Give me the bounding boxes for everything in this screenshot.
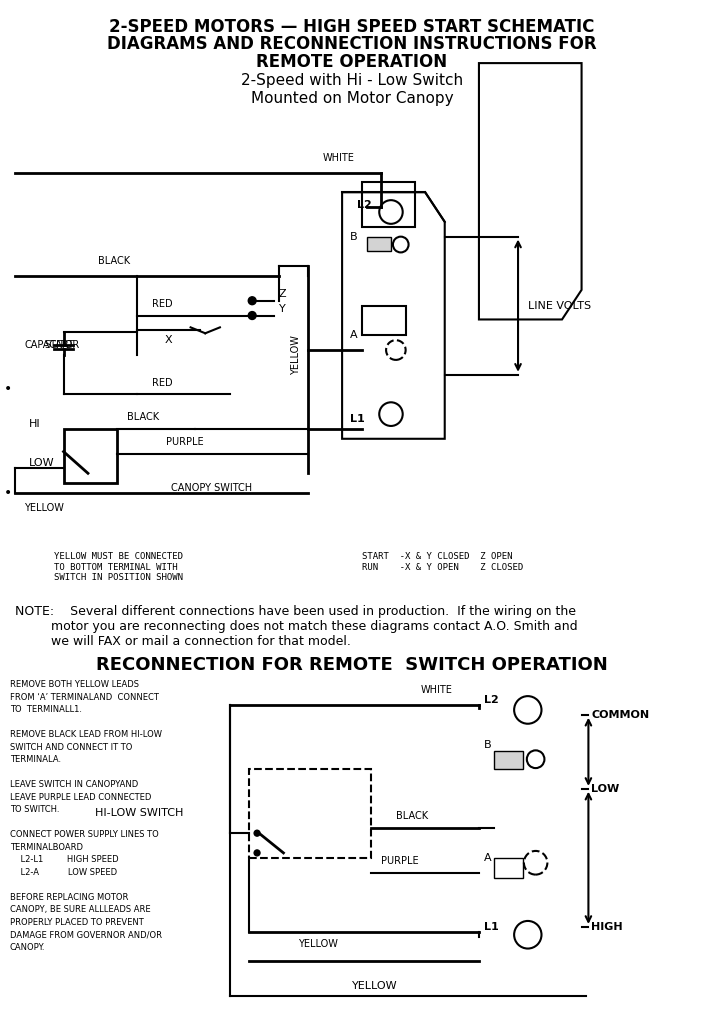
Text: WHITE: WHITE	[323, 153, 354, 163]
Text: BLACK: BLACK	[98, 256, 130, 266]
Text: L2: L2	[484, 695, 498, 706]
Text: HIGH: HIGH	[591, 922, 623, 932]
Text: NOTE:    Several different connections have been used in production.  If the wir: NOTE: Several different connections have…	[14, 605, 577, 648]
Text: L2: L2	[357, 200, 372, 210]
Text: RECONNECTION FOR REMOTE  SWITCH OPERATION: RECONNECTION FOR REMOTE SWITCH OPERATION	[96, 655, 608, 674]
Text: BLACK: BLACK	[127, 412, 159, 422]
Text: L1: L1	[484, 922, 498, 932]
Circle shape	[254, 830, 260, 837]
Text: RED: RED	[151, 299, 172, 308]
Text: 2-SPEED MOTORS — HIGH SPEED START SCHEMATIC: 2-SPEED MOTORS — HIGH SPEED START SCHEMA…	[109, 17, 595, 36]
Text: 2-Speed with Hi - Low Switch: 2-Speed with Hi - Low Switch	[240, 73, 463, 88]
Text: L1: L1	[350, 414, 364, 424]
Text: A: A	[350, 331, 358, 340]
Text: A: A	[484, 853, 492, 863]
Text: CANOPY SWITCH: CANOPY SWITCH	[171, 483, 252, 494]
Text: YELLOW: YELLOW	[298, 939, 338, 948]
Text: YELLOW: YELLOW	[352, 981, 397, 991]
Text: PURPLE: PURPLE	[381, 856, 419, 865]
Text: •: •	[4, 383, 12, 396]
Bar	[494, 752, 523, 769]
Text: LINE VOLTS: LINE VOLTS	[528, 301, 591, 310]
Circle shape	[248, 311, 256, 319]
Text: HI: HI	[30, 419, 41, 429]
Text: REMOTE OPERATION: REMOTE OPERATION	[256, 53, 447, 72]
Text: LOW: LOW	[591, 783, 620, 794]
Text: START  -X & Y CLOSED  Z OPEN
RUN    -X & Y OPEN    Z CLOSED: START -X & Y CLOSED Z OPEN RUN -X & Y OP…	[361, 552, 523, 571]
Text: BLACK: BLACK	[396, 811, 428, 821]
Text: DIAGRAMS AND RECONNECTION INSTRUCTIONS FOR: DIAGRAMS AND RECONNECTION INSTRUCTIONS F…	[107, 36, 597, 53]
Text: COMMON: COMMON	[591, 710, 649, 720]
Text: YELLOW MUST BE CONNECTED
TO BOTTOM TERMINAL WITH
SWITCH IN POSITION SHOWN: YELLOW MUST BE CONNECTED TO BOTTOM TERMI…	[54, 552, 183, 582]
Text: YELLOW: YELLOW	[291, 335, 301, 375]
Bar	[494, 858, 523, 878]
Text: CAPACITOR: CAPACITOR	[24, 340, 80, 350]
Bar	[366, 237, 391, 252]
Bar	[63, 429, 117, 483]
Text: Z: Z	[279, 289, 286, 299]
Text: •: •	[4, 486, 12, 500]
Text: HI-LOW SWITCH: HI-LOW SWITCH	[95, 809, 184, 818]
Bar	[249, 769, 372, 858]
Text: Y: Y	[279, 304, 285, 313]
Bar	[361, 306, 405, 335]
Text: WHITE: WHITE	[420, 685, 452, 695]
Text: X: X	[164, 335, 172, 345]
Text: LOW: LOW	[30, 459, 55, 468]
Text: YELLOW: YELLOW	[24, 503, 64, 513]
Text: PURPLE: PURPLE	[166, 436, 204, 446]
Bar	[361, 182, 415, 226]
Text: RED: RED	[151, 378, 172, 387]
Circle shape	[248, 297, 256, 305]
Text: Mounted on Motor Canopy: Mounted on Motor Canopy	[251, 91, 453, 105]
Circle shape	[254, 850, 260, 856]
Text: B: B	[350, 231, 358, 242]
Text: REMOVE BOTH YELLOW LEADS
FROM ‘A’ TERMINALAND  CONNECT
TO  TERMINALL1.

REMOVE B: REMOVE BOTH YELLOW LEADS FROM ‘A’ TERMIN…	[10, 680, 162, 952]
Text: B: B	[484, 739, 492, 750]
Text: START: START	[44, 340, 74, 350]
